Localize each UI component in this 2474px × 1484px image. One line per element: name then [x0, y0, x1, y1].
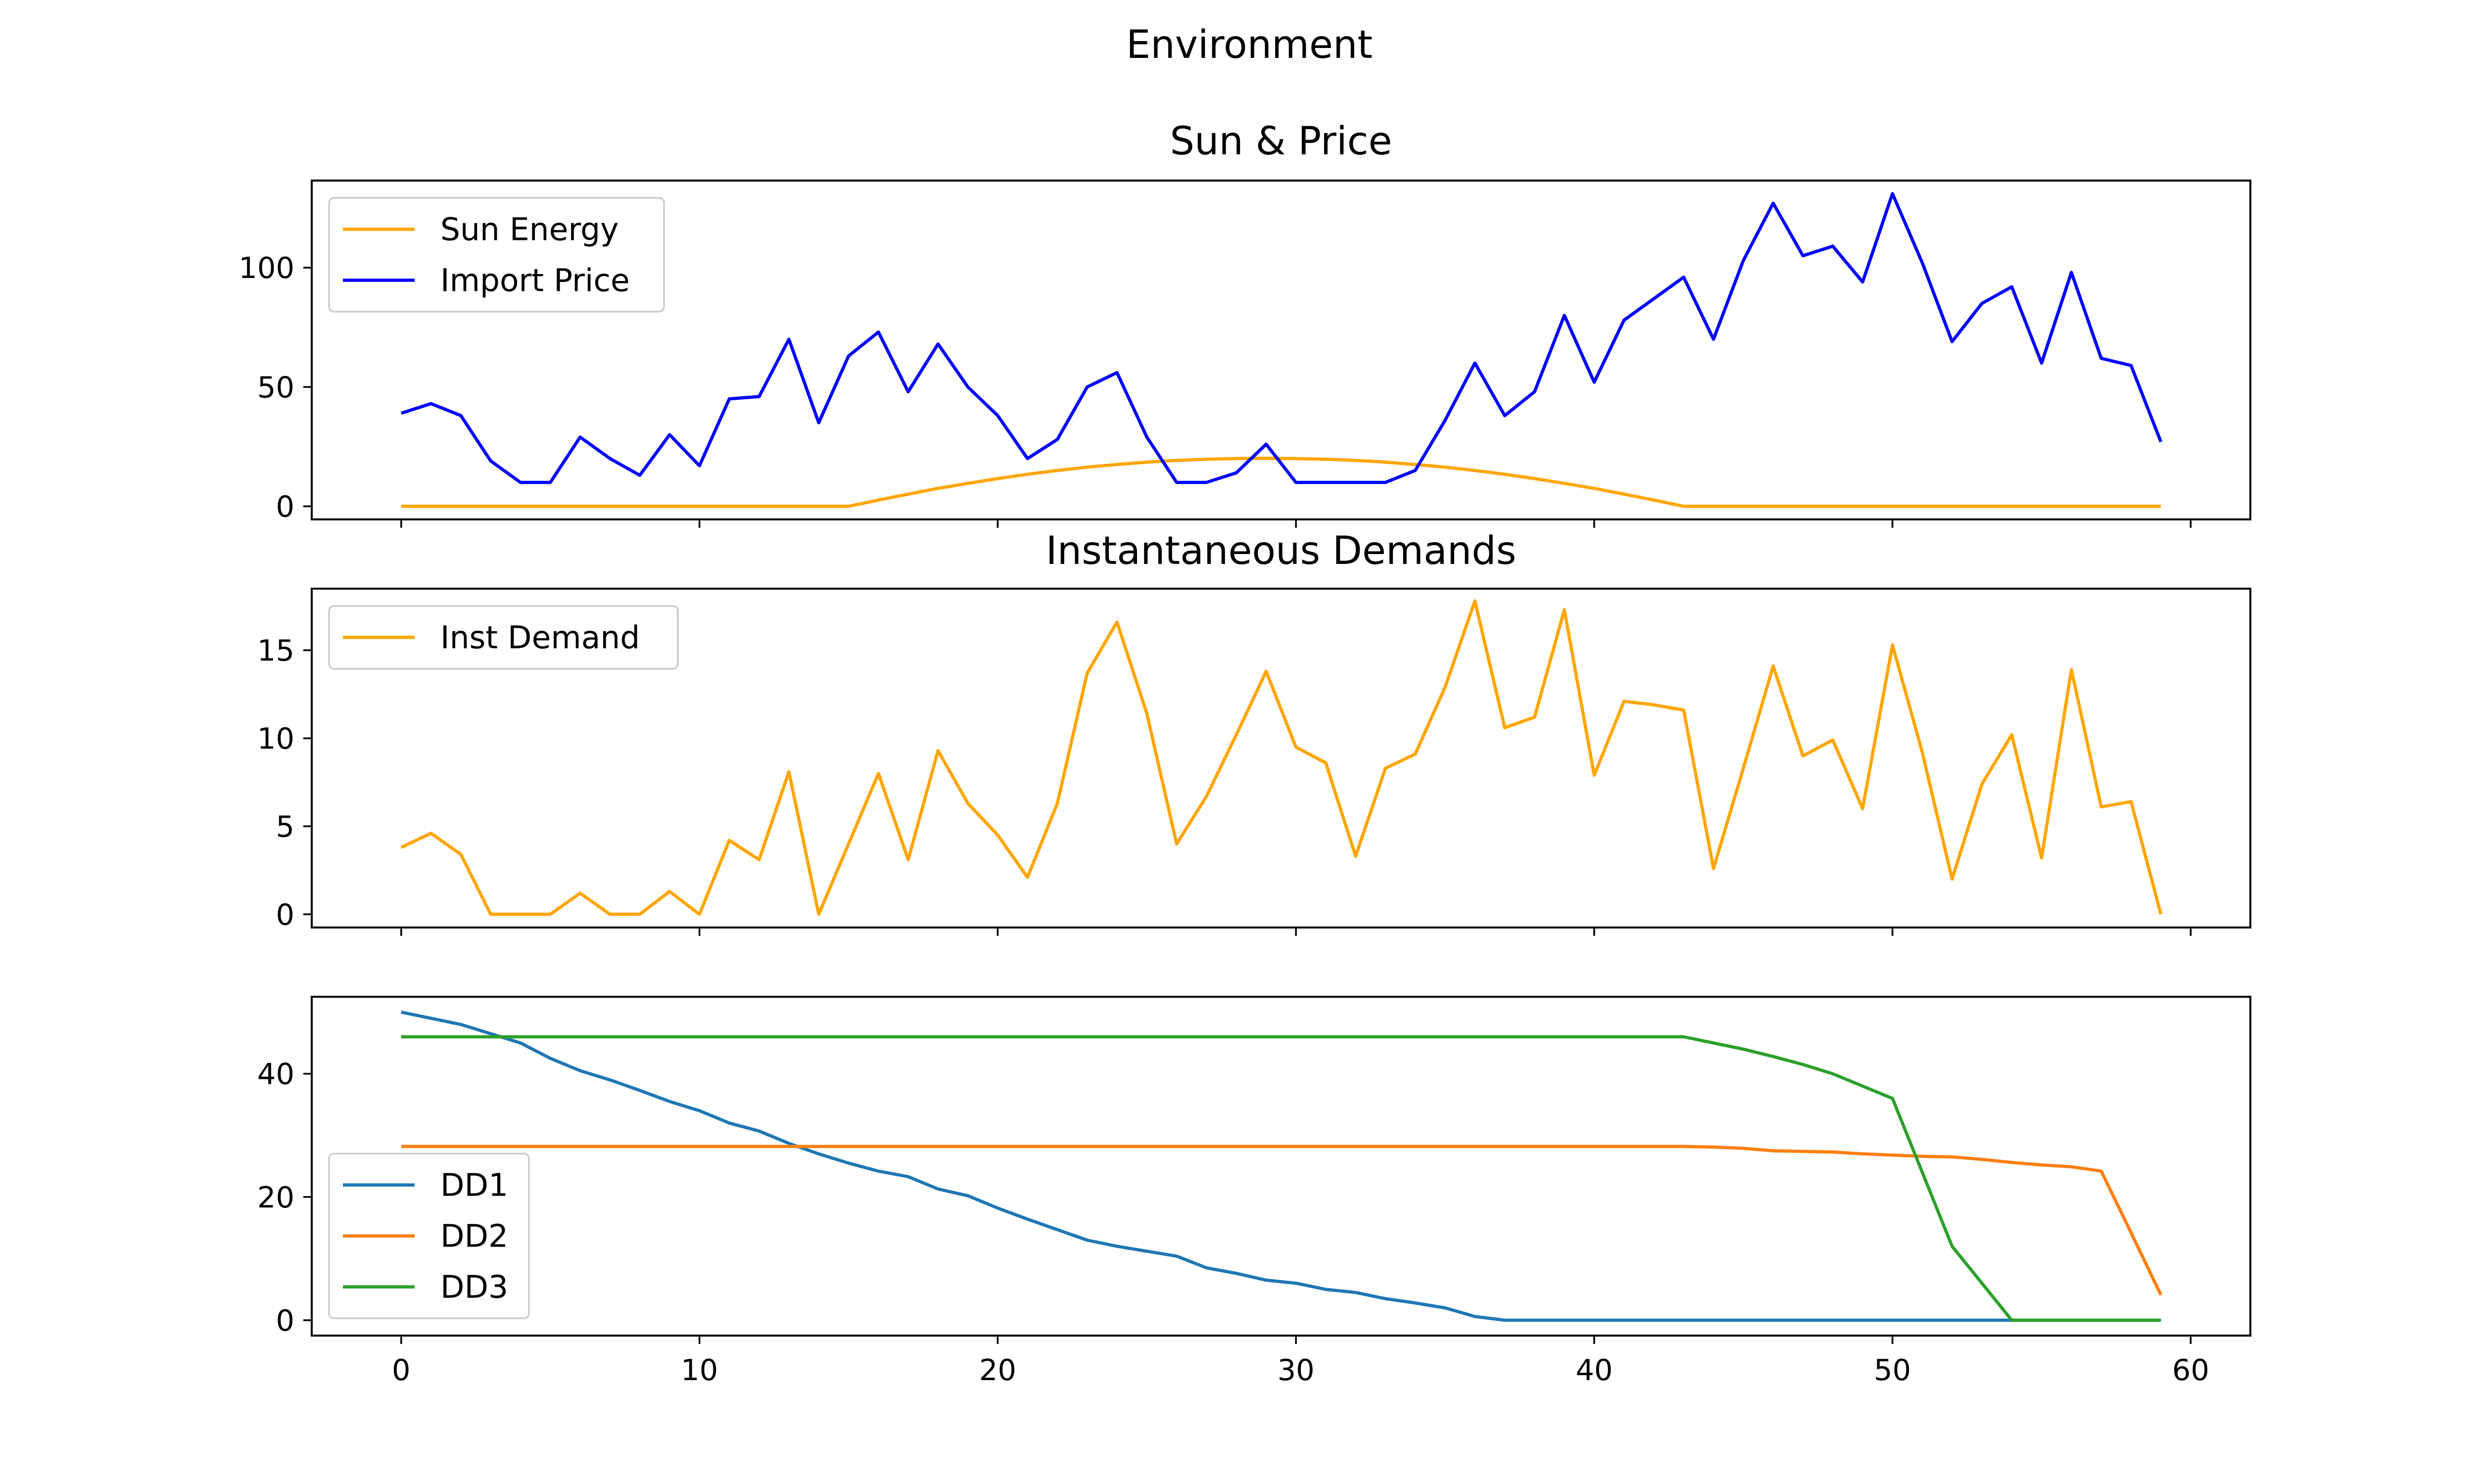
subplot-2: Instantaneous Demands 0 5 10 15 Inst Demand — [257, 529, 2251, 936]
series-line-inst-demand — [400, 599, 2163, 916]
legend-box — [328, 1153, 530, 1319]
y-tick-label: 0 — [276, 489, 294, 523]
legend-label: Inst Demand — [440, 620, 640, 656]
y-tick-label: 40 — [257, 1057, 294, 1091]
x-tick-label: 50 — [1874, 1353, 1911, 1387]
y-tick-label: 5 — [276, 809, 294, 843]
legend-label: DD2 — [440, 1218, 508, 1254]
subplot-title: Instantaneous Demands — [1046, 529, 1517, 573]
x-tick-label: 10 — [681, 1353, 718, 1387]
series-line-dd3 — [401, 1035, 2161, 1322]
series-line-sun-energy — [401, 457, 2161, 508]
series-line-dd1 — [401, 1010, 2161, 1322]
x-tick-label: 0 — [392, 1353, 411, 1387]
legend: Inst Demand — [328, 605, 679, 670]
series-line-import-price — [400, 192, 2163, 484]
legend-box — [328, 197, 665, 313]
y-tick-label: 100 — [238, 251, 294, 285]
axes-frame — [311, 588, 2251, 928]
x-tick-label: 20 — [979, 1353, 1016, 1387]
y-tick-label: 0 — [276, 1303, 294, 1338]
y-tick-label: 0 — [276, 897, 294, 931]
legend-label: DD3 — [440, 1269, 508, 1305]
subplot-3: 0 20 40 0 10 20 30 40 50 60 DD1 DD2 DD3 — [257, 996, 2251, 1387]
subplot-title: Sun & Price — [1170, 119, 1392, 164]
figure-suptitle: Environment — [1126, 23, 1373, 67]
legend-label: Sun Energy — [440, 212, 618, 248]
legend-label: DD1 — [440, 1167, 508, 1204]
y-tick-label: 10 — [257, 721, 294, 755]
legend-label: Import Price — [440, 263, 630, 299]
x-tick-label: 30 — [1278, 1353, 1315, 1387]
subplot-1: Sun & Price 0 50 100 Sun Energy Import Price — [238, 119, 2251, 528]
axes-frame — [311, 996, 2251, 1337]
legend: Sun Energy Import Price — [328, 197, 665, 313]
y-tick-label: 15 — [257, 634, 294, 668]
x-tick-label: 40 — [1575, 1353, 1613, 1387]
legend-box — [328, 605, 679, 670]
y-tick-label: 50 — [257, 370, 294, 404]
legend: DD1 DD2 DD3 — [328, 1153, 530, 1319]
x-tick-label: 60 — [2172, 1353, 2209, 1387]
series-line-dd2 — [401, 1145, 2163, 1296]
axes-frame — [311, 180, 2251, 520]
y-tick-label: 20 — [257, 1180, 294, 1214]
